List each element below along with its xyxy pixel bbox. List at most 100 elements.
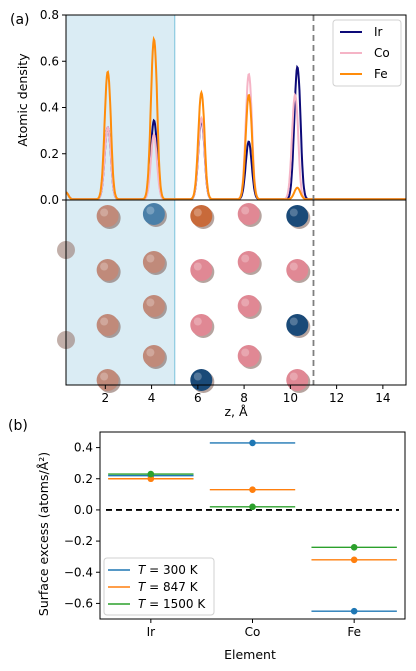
excess-point-1-ir (147, 475, 155, 483)
x-axis-label-b: Element (224, 647, 276, 662)
atom (142, 251, 165, 273)
x-tick-label-a-12: 12 (329, 391, 344, 405)
atom-highlight (193, 208, 202, 217)
plot-frame-bottom (65, 199, 407, 386)
atom-highlight (100, 317, 109, 326)
x-tick-label-b-co: Co (245, 625, 261, 639)
x-tick-label-b-fe: Fe (347, 625, 361, 639)
legend-300k-rest: = 300 K (145, 563, 198, 577)
atom (237, 345, 260, 367)
x-tick-label-a-8: 8 (240, 391, 248, 405)
legend-a-box (332, 19, 402, 87)
atom-highlight (193, 372, 202, 381)
excess-marks (108, 439, 397, 615)
panel-b: (b) −0.6 −0.4 −0.2 0.0 0.2 0.4 Ir Co Fe Surface… (8, 418, 406, 662)
excess-point-2-fe (350, 544, 358, 551)
atom-highlight (100, 208, 109, 217)
y-axis-label-b: Surface excess (atoms/Å²) (36, 452, 51, 616)
legend-300k-T: T (138, 563, 147, 577)
atom-highlight (289, 372, 298, 381)
y-axis-ticks-b: −0.6 −0.4 −0.2 0.0 0.2 0.4 (64, 441, 100, 610)
x-axis-ticks-b: Ir Co Fe (147, 619, 361, 639)
atom-highlight (100, 372, 109, 381)
legend-1500k-label: T = 1500 K (138, 597, 206, 611)
atom (286, 369, 309, 391)
y-tick-label-b-3: 0.0 (74, 503, 93, 517)
atom (237, 295, 260, 317)
legend-b: T = 300 K T = 847 K T = 1500 K (103, 557, 215, 616)
y-axis-label-a: Atomic density (15, 53, 30, 147)
atom-highlight (146, 348, 155, 357)
x-tick-label-a-2: 2 (101, 391, 109, 405)
excess-point-2-co (249, 503, 256, 511)
legend-b-box (103, 557, 215, 616)
legend-co-label: Co (374, 46, 390, 60)
y-tick-label-a-0.2: 0.2 (40, 147, 59, 161)
atom (286, 314, 309, 336)
plot-frame-b (99, 431, 406, 620)
atom (96, 314, 119, 336)
atom-highlight (100, 262, 109, 271)
excess-point-1-fe (350, 556, 358, 564)
atom (190, 314, 213, 336)
atom (237, 251, 260, 273)
x-axis-ticks-a: 2 4 6 8 10 12 14 (101, 385, 391, 405)
y-tick-label-a-0.6: 0.6 (40, 54, 59, 68)
atom-highlight (241, 254, 250, 263)
y-tick-label-b-4: 0.2 (74, 472, 93, 486)
atom (286, 205, 309, 227)
panel-a-label: (a) (10, 12, 30, 28)
legend-847k-T: T (138, 580, 147, 594)
excess-point-1-co (249, 486, 256, 493)
atom-highlight (193, 317, 202, 326)
atom (96, 259, 119, 281)
legend-300k-label: T = 300 K (138, 563, 199, 577)
atom (142, 345, 165, 367)
excess-point-0-fe (350, 607, 358, 615)
excess-point-0-co (249, 439, 256, 447)
y-tick-label-b-2: −0.2 (64, 534, 93, 548)
atom (237, 203, 260, 225)
x-tick-label-a-4: 4 (148, 391, 156, 405)
y-tick-label-a-0.4: 0.4 (40, 101, 59, 115)
x-tick-label-b-ir: Ir (147, 625, 156, 639)
legend-847k-label: T = 847 K (138, 580, 199, 594)
y-axis-ticks-a: 0.0 0.2 0.4 0.6 0.8 (40, 8, 66, 207)
atom-highlight (241, 206, 250, 215)
x-tick-label-a-6: 6 (194, 391, 202, 405)
atom (96, 205, 119, 227)
atom (190, 259, 213, 281)
y-tick-label-a-0.8: 0.8 (40, 8, 59, 22)
atom (286, 259, 309, 281)
panel-b-label: (b) (8, 418, 28, 434)
density-line-fe (65, 35, 406, 201)
atom-highlight (241, 348, 250, 357)
y-tick-label-b-5: 0.4 (74, 441, 93, 455)
legend-1500k-T: T (138, 597, 147, 611)
atom-highlight (241, 298, 250, 307)
panel-a: (a) 0.0 0.2 0.4 0.6 0.8 Atomic density Ir Co… (10, 8, 407, 419)
y-tick-label-b-0: −0.6 (64, 596, 93, 610)
y-tick-label-a-0.0: 0.0 (40, 193, 59, 207)
legend-1500k-rest: = 1500 K (145, 597, 206, 611)
atom-highlight (146, 298, 155, 307)
legend-847k-rest: = 847 K (145, 580, 198, 594)
atom (190, 205, 213, 227)
excess-point-2-ir (147, 470, 155, 478)
atom (96, 369, 119, 391)
atom (142, 295, 165, 317)
atom-highlight (146, 206, 155, 215)
x-tick-label-a-14: 14 (375, 391, 390, 405)
atom (142, 203, 165, 225)
y-tick-label-b-1: −0.4 (64, 565, 93, 579)
x-tick-label-a-10: 10 (283, 391, 298, 405)
atom (190, 369, 213, 391)
atom-highlight (289, 262, 298, 271)
atom-highlight (193, 262, 202, 271)
legend-fe-label: Fe (374, 67, 388, 81)
atom-highlight (289, 208, 298, 217)
atom-highlight (146, 254, 155, 263)
legend-ir-label: Ir (374, 25, 383, 39)
legend-a: Ir Co Fe (332, 19, 402, 87)
